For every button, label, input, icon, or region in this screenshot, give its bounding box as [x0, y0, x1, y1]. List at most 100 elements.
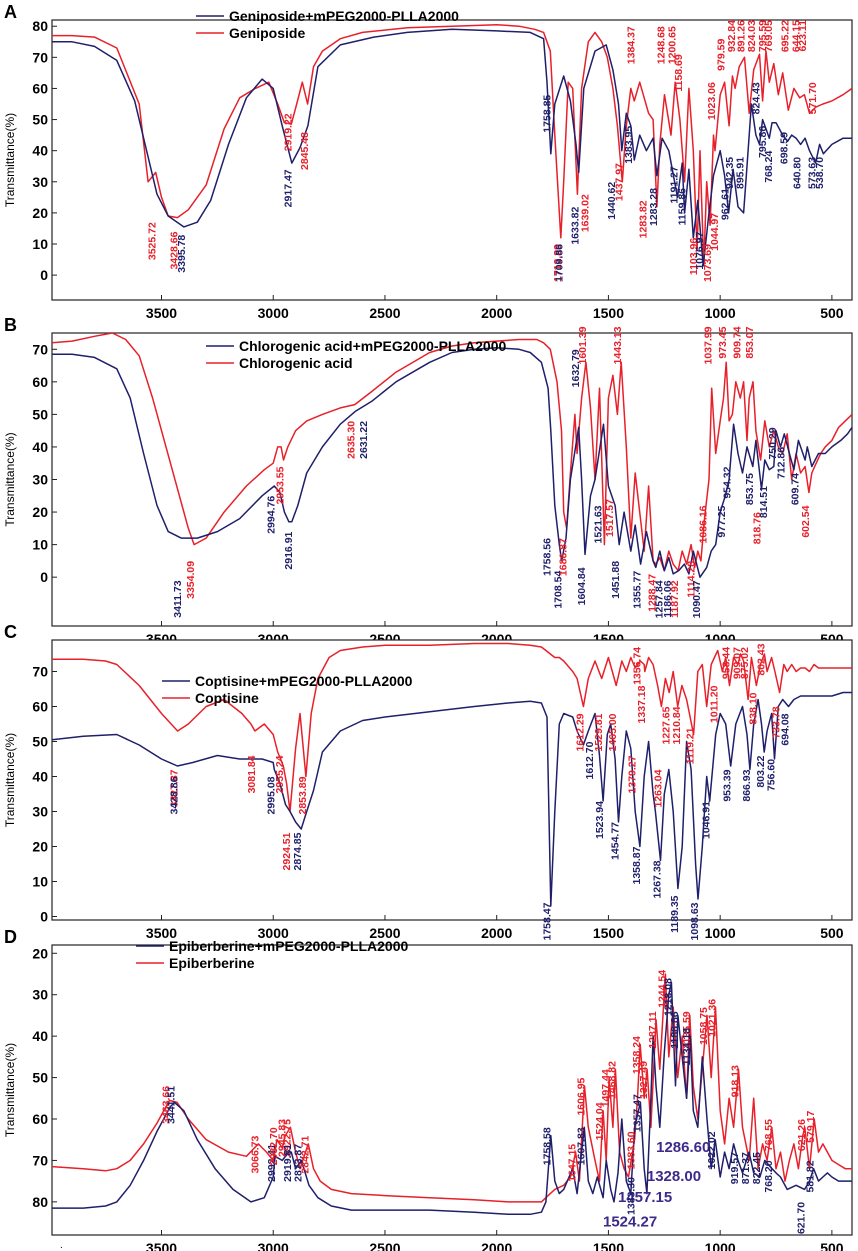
peak-label: 1135.59 [681, 1011, 693, 1049]
y-tick-label: 10 [32, 874, 48, 890]
legend-entry: Coptisine [195, 690, 259, 706]
peak-label: 1517.57 [604, 499, 616, 537]
peak-label: 1103.96 [688, 238, 700, 276]
x-tick-label: 3500 [146, 305, 177, 321]
peak-label: 694.08 [780, 713, 792, 745]
peak-label: 953.39 [722, 769, 734, 801]
peak-label: 1022.02 [706, 1131, 718, 1169]
peak-label: 769.05 [763, 20, 775, 52]
peak-label: 2853.89 [297, 776, 309, 814]
y-tick-label: 60 [32, 374, 48, 390]
y-tick-label: 80 [32, 1194, 48, 1210]
series-line-epiberberine [52, 973, 852, 1203]
peak-label: 1523.94 [594, 801, 606, 839]
peak-label: 1604.84 [576, 567, 588, 605]
peak-label: 1443.13 [612, 326, 624, 364]
peak-label: 609.74 [789, 473, 801, 505]
peak-label: 1046.91 [701, 801, 713, 839]
peak-label: 2994.76 [265, 496, 277, 534]
peak-label: 1607.83 [575, 1127, 587, 1165]
peak-label: 1437.97 [613, 163, 625, 201]
series-line-geniposide-mpeg2000-plla2000 [52, 28, 852, 267]
peak-label: 621.70 [796, 1202, 808, 1234]
peak-label: 695.22 [779, 20, 791, 52]
peak-label: 1186.06 [662, 580, 674, 618]
peak-label: 3463.66 [161, 1086, 173, 1124]
legend-entry: Epiberberine [169, 955, 255, 971]
peak-label: 1497.44 [600, 1069, 612, 1107]
y-tick-label: 0 [40, 267, 48, 283]
peak-label: 954.32 [721, 466, 733, 498]
peak-label: 1337.18 [636, 685, 648, 723]
y-tick-label: 20 [32, 839, 48, 855]
peak-label: 853.75 [744, 473, 756, 505]
series-line-coptisine-mpeg2000-plla2000 [52, 691, 852, 907]
peak-label: 1606.95 [575, 1077, 587, 1115]
peak-label: 1440.62 [606, 182, 618, 220]
peak-label: 3411.73 [172, 580, 184, 618]
y-axis-label: Transmittance(%) [3, 1043, 17, 1137]
peak-label: 1227.65 [660, 706, 672, 744]
x-tick-label: 1000 [705, 305, 736, 321]
legend-entry: Geniposide [229, 25, 305, 41]
panel-d: D Transmittance(%) 80 70 60 50 40 30 20 3500 3000 2… [3, 927, 853, 1251]
y-tick-label: 50 [32, 406, 48, 422]
y-axis-label: Transmittance(%) [3, 113, 17, 207]
peak-label: 538.70 [814, 157, 826, 189]
peak-label: 1639.02 [579, 194, 591, 232]
legend-entry: Geniposide+mPEG2000-PLLA2000 [229, 8, 459, 24]
peak-label: 3395.78 [176, 235, 188, 273]
y-tick-label: 20 [32, 205, 48, 221]
peak-label: 1708.54 [553, 571, 565, 609]
panel-label: A [4, 2, 17, 22]
peak-label: 2631.22 [358, 421, 370, 459]
x-tick-label: 1500 [593, 925, 624, 941]
peak-label: 2917.47 [283, 169, 295, 207]
y-tick-label: 30 [32, 472, 48, 488]
peak-label: 1357.47 [631, 1094, 643, 1132]
peak-label: 1011.20 [709, 685, 721, 723]
peak-label: 918.13 [730, 1065, 742, 1097]
peak-label: 895.91 [734, 157, 746, 189]
y-axis-label: Transmittance(%) [3, 733, 17, 827]
peak-label: 2955.24 [274, 755, 286, 793]
peak-label: 3081.84 [246, 755, 258, 793]
peak-label: 891.26 [736, 20, 748, 52]
peak-label: 1632.79 [570, 349, 582, 387]
peak-label: 1454.77 [610, 822, 622, 860]
y-tick-label: 40 [32, 439, 48, 455]
x-tick-label: 2500 [369, 925, 400, 941]
peak-label: 866.93 [741, 769, 753, 801]
x-tick-label: 2000 [481, 1240, 512, 1251]
peak-label: 571.70 [807, 82, 819, 114]
peak-label: 1076.97 [694, 231, 706, 269]
peak-label: 1383.30 [626, 1177, 638, 1215]
legend-entry: Epiberberine+mPEG2000-PLLA2000 [169, 938, 408, 954]
y-tick-label: 70 [32, 1152, 48, 1168]
peak-label: 1758.85 [542, 95, 554, 133]
peak-label: 1286.60 [656, 1139, 710, 1156]
peak-label: 977.25 [716, 505, 728, 537]
series-line-coptisine [52, 642, 852, 813]
peak-label: 958.44 [720, 647, 732, 679]
peak-label: 1119.21 [685, 727, 697, 764]
peak-label: 822.45 [751, 1152, 763, 1184]
peak-label: 579.17 [805, 1111, 817, 1143]
peak-label: 621.26 [796, 1119, 808, 1151]
peak-label: 3441.51 [166, 1086, 178, 1124]
peak-label: 1058.75 [698, 1007, 710, 1045]
peak-label: 1287.11 [647, 1011, 659, 1049]
peak-label: 824.03 [746, 20, 758, 52]
peak-label: 2873.87 [292, 1144, 304, 1182]
panel-a: A Transmittance(%) 0 10 20 30 40 50 60 70 80 3500 30… [3, 2, 853, 321]
peak-label: 1379.27 [626, 755, 638, 793]
peak-label: 1288.47 [647, 574, 659, 612]
y-tick-label: 40 [32, 1028, 48, 1044]
peak-label: 1159.86 [677, 188, 689, 226]
x-tick-label: 1500 [593, 305, 624, 321]
peak-label: 1601.39 [577, 326, 589, 364]
peak-label: 1383.60 [625, 1131, 637, 1169]
x-tick-label: 3500 [146, 1240, 177, 1251]
